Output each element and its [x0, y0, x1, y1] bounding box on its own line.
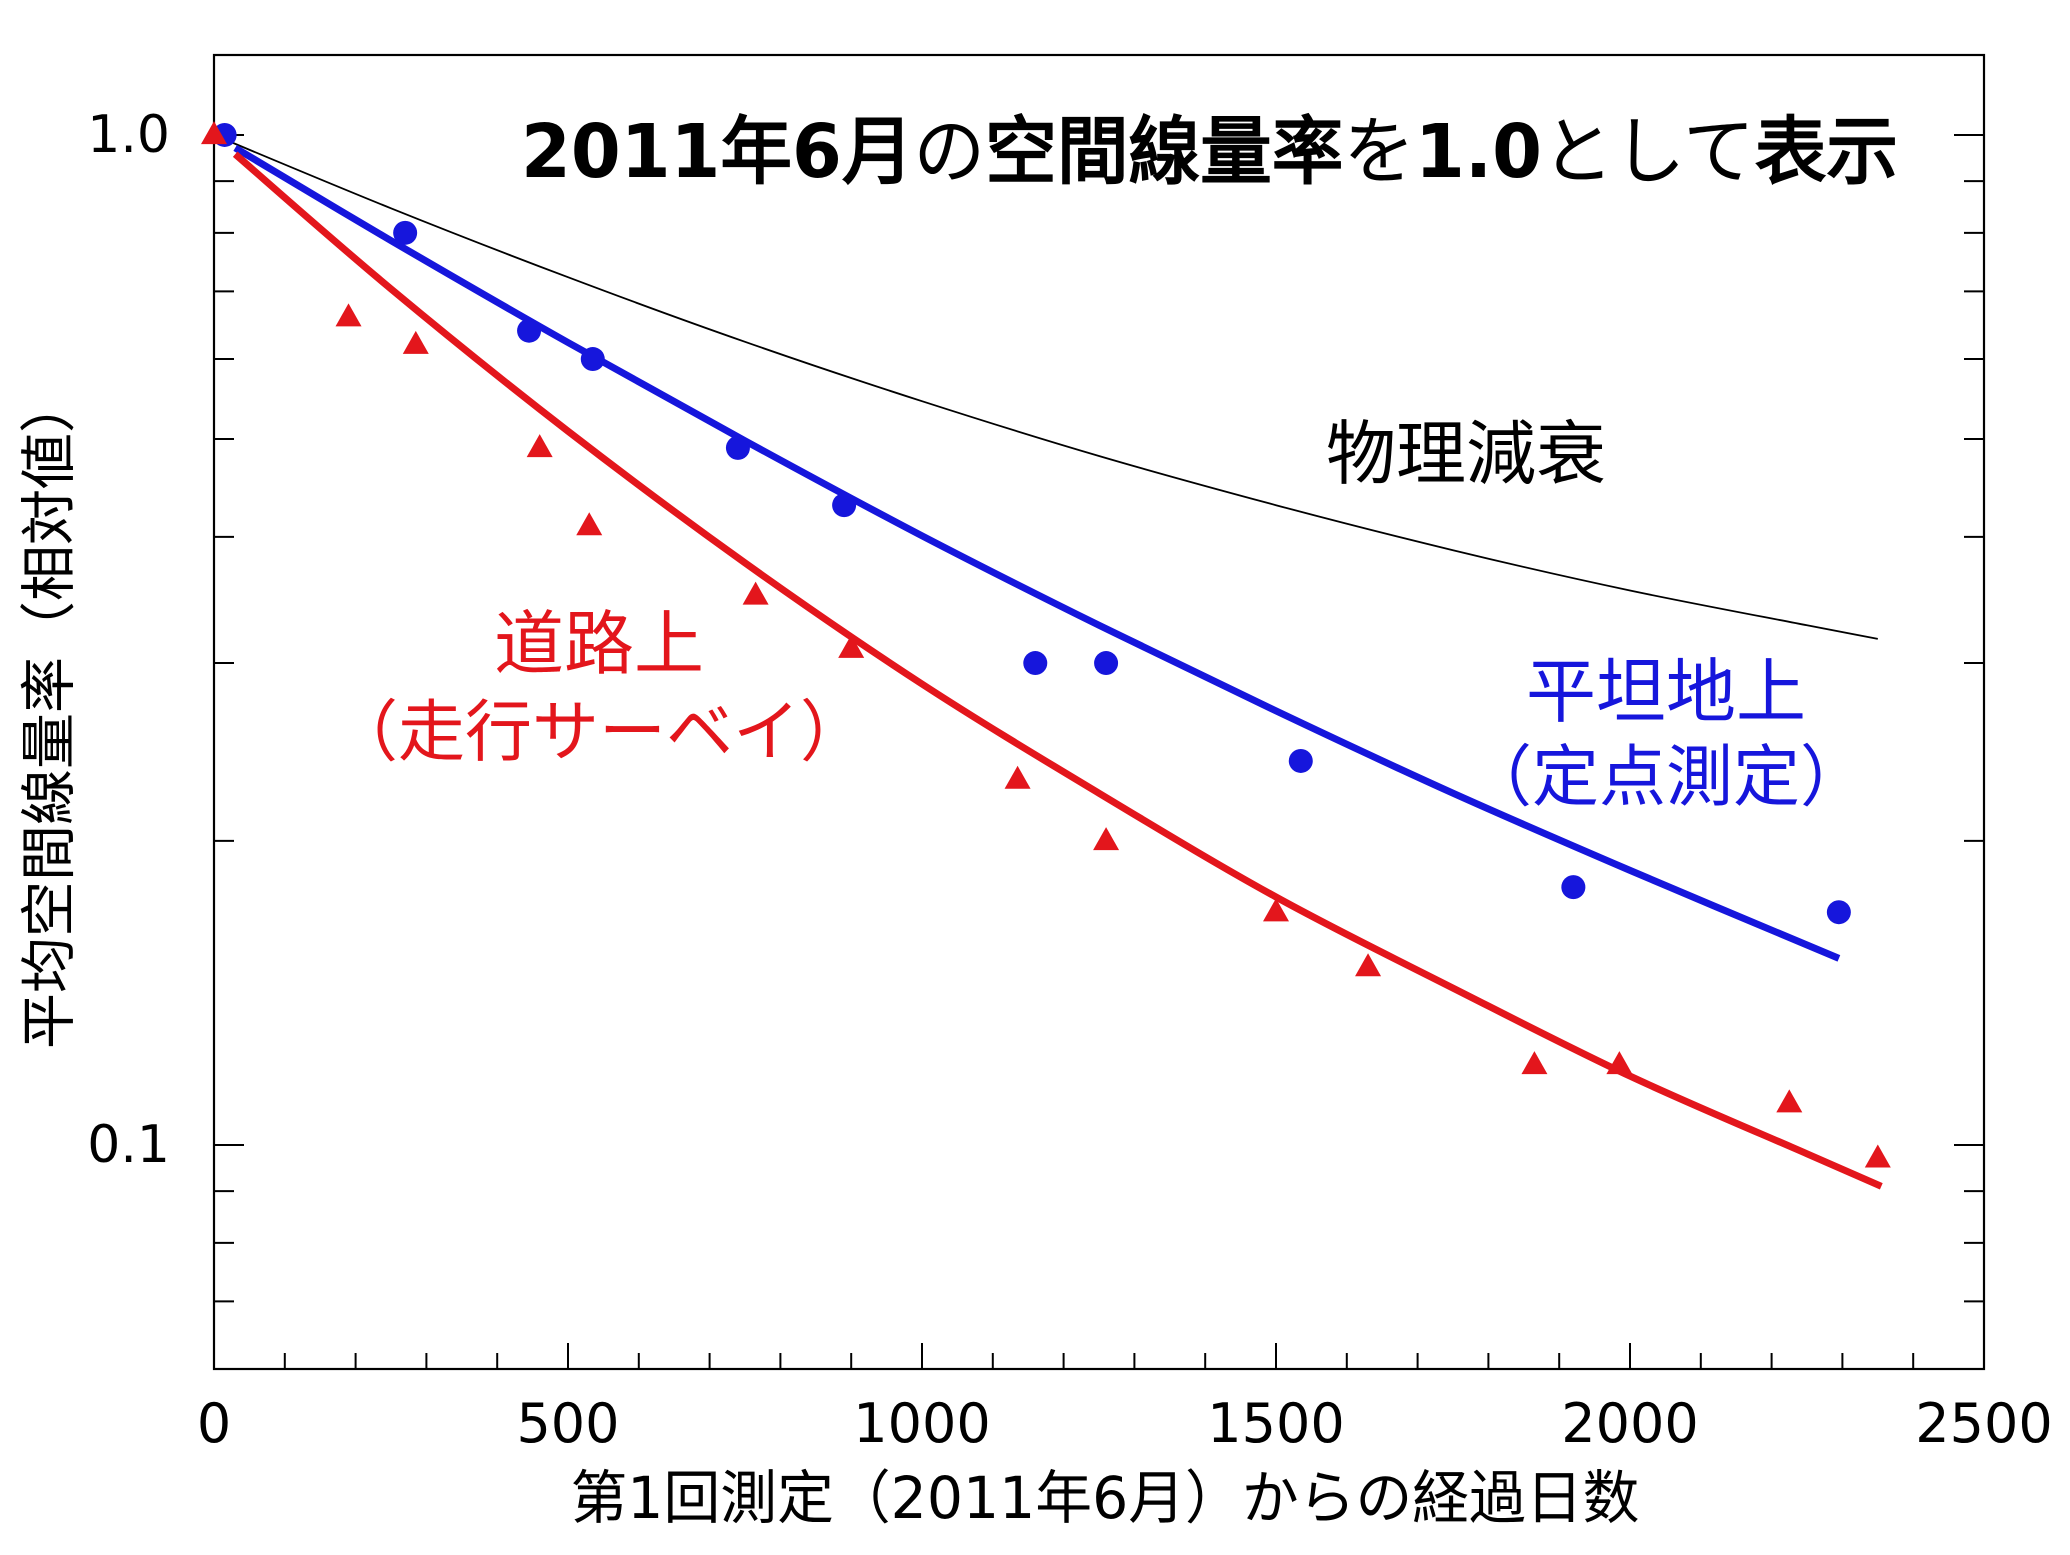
title-part: を: [1343, 109, 1415, 195]
road-point: [1776, 1089, 1803, 1113]
flat-ground-point: [725, 435, 750, 460]
road-point: [1263, 898, 1289, 922]
road-point: [1606, 1051, 1633, 1075]
flat-ground-point: [1561, 875, 1586, 900]
series-label-road: 道路上: [494, 603, 704, 685]
y-tick-labels: 1.0 0.1: [87, 105, 170, 1175]
x-tick-label: 1000: [853, 1392, 990, 1455]
title-part: 空間線量率: [985, 109, 1343, 195]
road-point: [526, 434, 553, 458]
x-tick-label: 2000: [1561, 1392, 1698, 1455]
flat-ground-fit-line: [233, 144, 1841, 962]
plot-frame: [212, 53, 1986, 1371]
road-point: [1521, 1051, 1548, 1075]
road-point: [402, 330, 429, 354]
road-point: [1004, 765, 1031, 789]
title-part: 2011年6月: [521, 109, 914, 195]
flat-ground-point: [580, 347, 605, 372]
x-tick-labels: 0 500 1000 1500 2000 2500: [197, 1392, 2053, 1455]
flat-ground-point: [517, 318, 542, 343]
data-points: [201, 121, 1891, 1168]
flat-ground-point: [1288, 748, 1313, 773]
road-fit-line: [232, 151, 1883, 1190]
x-tick-label: 1500: [1207, 1392, 1344, 1455]
x-tick-label: 500: [516, 1392, 619, 1455]
road-point: [1093, 827, 1120, 851]
road-point: [1864, 1144, 1891, 1168]
title-part: 表示: [1755, 109, 1898, 195]
series-label-flat-ground-sub: （定点測定）: [1465, 738, 1867, 816]
y-tick-label: 1.0: [87, 105, 170, 165]
y-tick-label: 0.1: [87, 1115, 170, 1175]
road-point: [742, 581, 769, 605]
x-axis-label: 第1回測定（2011年6月）からの経過日数: [571, 1464, 1640, 1532]
flat-ground-point: [1826, 900, 1851, 925]
axis-ticks: [214, 133, 1984, 1369]
flat-ground-point: [832, 493, 857, 518]
series-label-road-sub: （走行サーベイ）: [331, 693, 867, 771]
x-tick-label: 0: [197, 1392, 231, 1455]
x-tick-label: 2500: [1915, 1392, 2052, 1455]
road-point: [576, 512, 603, 536]
series-label-physical-decay: 物理減衰: [1326, 413, 1606, 495]
flat-ground-point: [1023, 651, 1048, 676]
curves: [213, 134, 1883, 1190]
road-point: [335, 303, 362, 327]
flat-ground-point: [1094, 651, 1119, 676]
title-part: の: [914, 109, 986, 195]
road-point: [1355, 953, 1382, 977]
flat-ground-point: [393, 220, 418, 245]
series-label-flat-ground: 平坦地上: [1526, 651, 1806, 733]
title-part: 1.0: [1415, 109, 1542, 195]
title-part: として: [1542, 109, 1755, 195]
y-axis-label: 平均空間線量率（相対値）: [18, 377, 83, 1049]
road-point: [201, 121, 227, 145]
road-point: [838, 634, 865, 658]
chart-annotation-title: 2011年6月の空間線量率を1.0として表示: [521, 109, 1898, 195]
physical-decay-line: [213, 134, 1878, 640]
